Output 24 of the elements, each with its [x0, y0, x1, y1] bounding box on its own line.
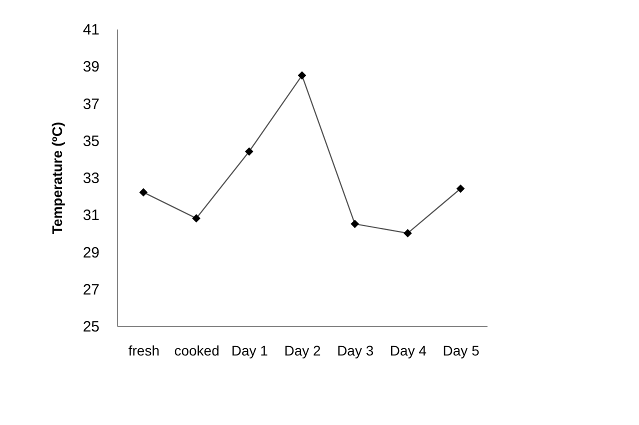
x-tick-label: Day 2: [284, 342, 321, 358]
y-tick-label: 41: [82, 22, 100, 38]
point: [350, 220, 360, 228]
x-tick-label: Day 5: [442, 342, 480, 358]
y-tick-label: 37: [82, 96, 100, 113]
point: [244, 147, 254, 156]
y-tick-label: 29: [82, 244, 100, 262]
y-tick-label: 27: [82, 281, 100, 298]
point: [404, 229, 412, 238]
point: [456, 184, 465, 193]
point: [192, 214, 200, 223]
point: [298, 71, 306, 80]
x-tick-label: Day 1: [231, 342, 268, 358]
y-tick-label: 25: [82, 318, 100, 336]
y-tick-label: 39: [82, 58, 100, 76]
x-tick-label: fresh: [128, 342, 160, 358]
point: [139, 188, 148, 197]
x-tick-label: Day 4: [390, 342, 427, 358]
x-tick-label: cooked: [174, 342, 220, 358]
y-tick-label: 31: [82, 207, 100, 224]
y-tick-label: 35: [82, 132, 100, 150]
y-tick-label: 33: [82, 170, 100, 187]
x-tick-label: Day 3: [337, 342, 374, 358]
y-axis-title: Temperature (ºC): [48, 122, 65, 234]
